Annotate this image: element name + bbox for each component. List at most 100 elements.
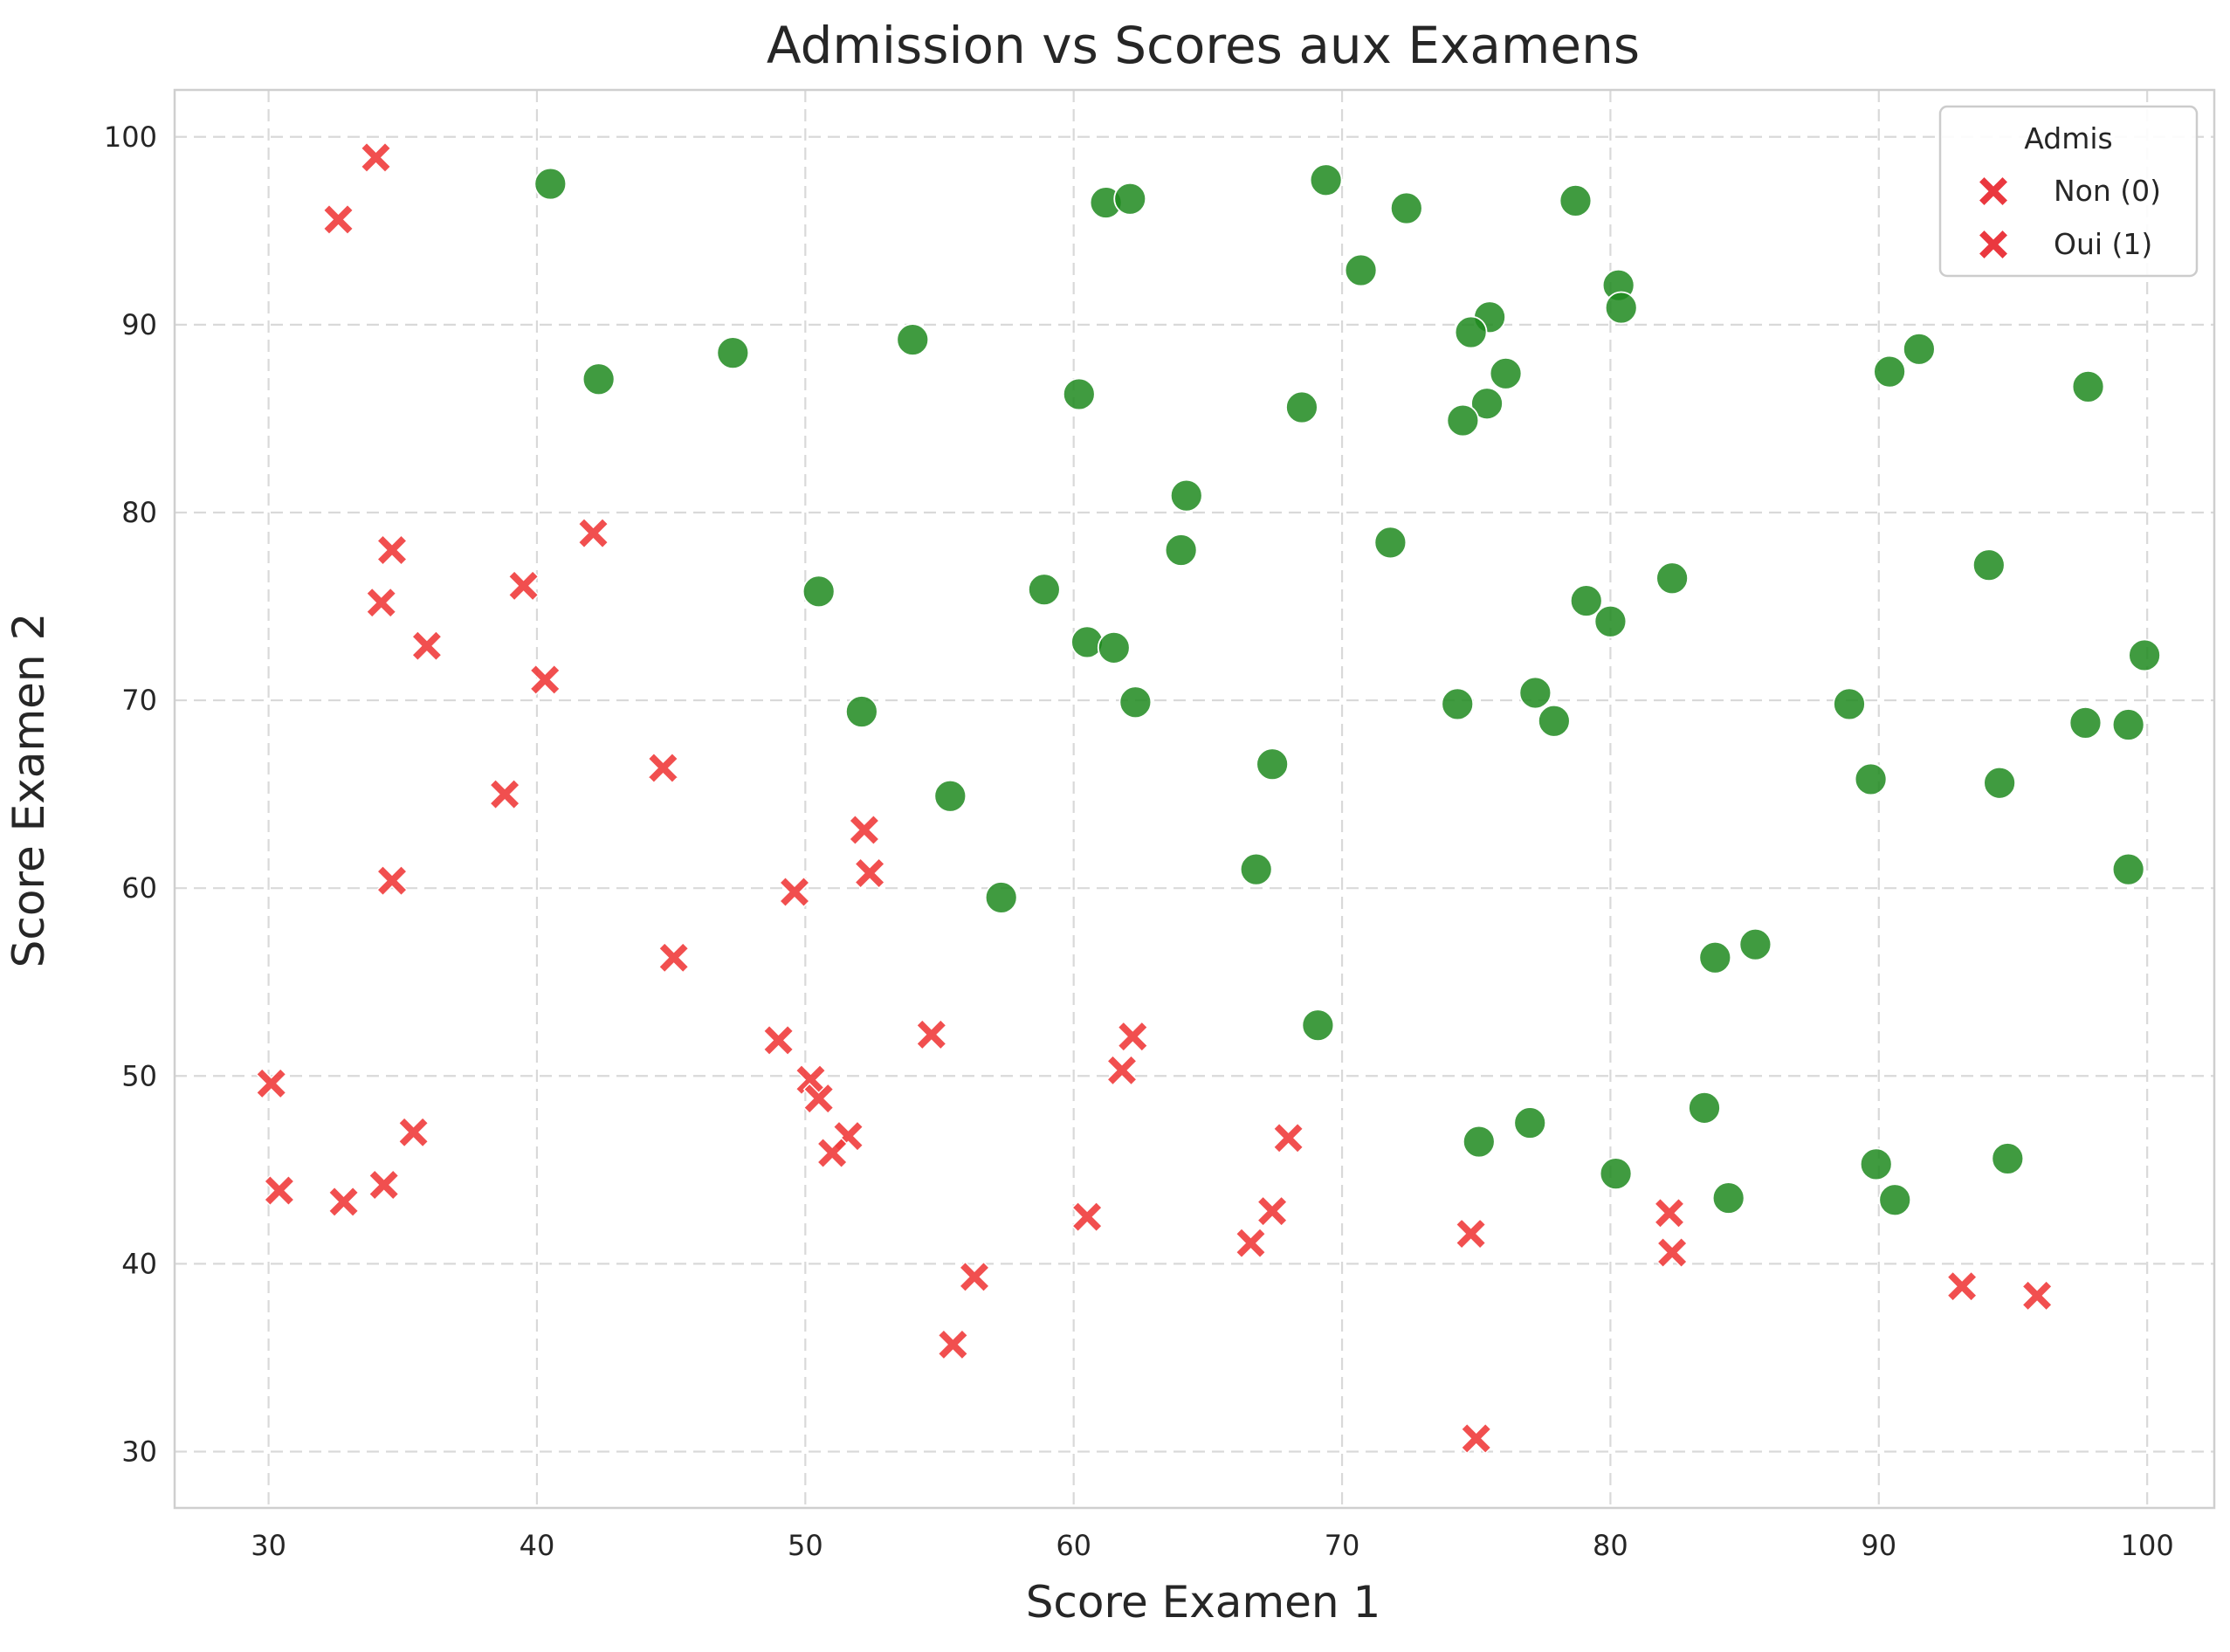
admitted-point: [1470, 387, 1504, 421]
admitted-point: [1655, 561, 1690, 595]
legend: Admis Non (0) Oui (1): [1938, 105, 2199, 278]
admitted-point: [533, 167, 568, 201]
x-tick-label: 100: [2121, 1529, 2174, 1562]
x-axis-label: Score Examen 1: [1026, 1577, 1381, 1628]
admitted-point: [1559, 184, 1593, 217]
data-points: [255, 141, 2161, 1455]
rejected-point: [360, 141, 392, 174]
legend-label-oui: Oui (1): [2054, 227, 2152, 261]
admitted-point: [1389, 191, 1423, 225]
rejected-point: [255, 1067, 287, 1099]
admitted-point: [1462, 1125, 1496, 1159]
admitted-point: [1599, 1157, 1633, 1191]
rejected-point: [1656, 1236, 1689, 1269]
admitted-point: [1711, 1181, 1745, 1215]
x-tick-label: 90: [1861, 1529, 1896, 1562]
x-tick-label: 50: [788, 1529, 823, 1562]
admitted-point: [2071, 369, 2105, 403]
admitted-point: [1833, 687, 1866, 721]
admitted-point: [1118, 685, 1153, 719]
legend-title: Admis: [2024, 121, 2112, 155]
admitted-point: [716, 336, 750, 370]
rejected-point: [1946, 1270, 1979, 1303]
admitted-point: [1239, 852, 1273, 886]
admitted-point: [1604, 291, 1638, 325]
admitted-point: [1593, 604, 1628, 638]
admitted-point: [1027, 573, 1061, 607]
admitted-point: [2111, 708, 2145, 741]
rejected-point: [397, 1116, 430, 1148]
admitted-point: [933, 779, 967, 813]
admitted-point: [2111, 852, 2145, 886]
admitted-point: [1446, 403, 1480, 437]
x-tick-label: 60: [1056, 1529, 1091, 1562]
rejected-point: [1256, 1195, 1289, 1228]
y-tick-label: 100: [104, 120, 157, 154]
y-tick-label: 60: [121, 871, 157, 905]
rejected-point: [1460, 1422, 1492, 1455]
rejected-point: [1653, 1197, 1686, 1229]
plot-frame: [173, 88, 2216, 1510]
rejected-point: [915, 1018, 947, 1050]
x-tick-label: 40: [520, 1529, 555, 1562]
admitted-point: [1344, 253, 1378, 287]
rejected-point: [937, 1328, 969, 1360]
rejected-point: [1272, 1122, 1304, 1154]
y-tick-label: 50: [121, 1059, 157, 1092]
legend-entry-non: Non (0): [1977, 174, 2161, 208]
admitted-point: [844, 695, 878, 728]
rejected-point: [1117, 1021, 1149, 1053]
admitted-point: [1113, 182, 1147, 216]
admitted-point: [1738, 927, 1772, 961]
rejected-point: [410, 630, 443, 662]
admitted-point: [1972, 548, 2006, 582]
admitted-point: [1688, 1091, 1721, 1125]
admitted-point: [1256, 747, 1290, 781]
y-tick-label: 70: [121, 684, 157, 717]
admitted-point: [1569, 584, 1603, 617]
admitted-point: [1164, 533, 1198, 567]
grid: [175, 90, 2214, 1508]
rejected-point: [657, 941, 690, 974]
rejected-point: [327, 1186, 360, 1218]
admitted-point: [1878, 1183, 1912, 1217]
admitted-point: [1285, 390, 1318, 424]
rejected-point: [778, 876, 811, 908]
rejected-point: [816, 1137, 849, 1169]
admitted-point: [1873, 354, 1906, 389]
tick-labels: 30 40 50 60 70 80 90 100 30 40 50 60 70 80 90 100: [104, 120, 2174, 1562]
rejected-point: [577, 517, 609, 549]
admitted-point: [1070, 625, 1104, 659]
legend-label-non: Non (0): [2054, 174, 2161, 208]
admitted-point: [896, 323, 930, 356]
y-tick-label: 80: [121, 496, 157, 529]
admitted-point: [1859, 1147, 1893, 1181]
rejected-point: [375, 533, 409, 567]
y-tick-label: 90: [121, 308, 157, 341]
admitted-point: [1537, 704, 1571, 738]
rejected-point: [507, 569, 540, 602]
y-tick-label: 30: [121, 1435, 157, 1468]
admitted-point: [1854, 762, 1888, 796]
rejected-point: [1235, 1227, 1267, 1259]
chart-title: Admission vs Scores aux Examens: [767, 16, 1640, 75]
admitted-point: [1489, 356, 1523, 390]
rejected-point: [802, 1083, 835, 1115]
admitted-point: [1513, 1106, 1547, 1139]
x-tick-label: 30: [251, 1529, 286, 1562]
legend-entry-oui: Oui (1): [1977, 227, 2152, 261]
y-tick-label: 40: [121, 1247, 157, 1280]
admitted-point: [1097, 630, 1131, 664]
rejected-point: [2021, 1279, 2054, 1311]
admitted-point: [1991, 1142, 2025, 1175]
admitted-point: [1698, 940, 1732, 974]
rejected-point: [1105, 1054, 1139, 1086]
rejected-point: [263, 1174, 295, 1207]
admitted-point: [1373, 526, 1408, 560]
rejected-point: [365, 587, 397, 619]
x-tick-label: 70: [1325, 1529, 1360, 1562]
rejected-point: [762, 1024, 795, 1057]
